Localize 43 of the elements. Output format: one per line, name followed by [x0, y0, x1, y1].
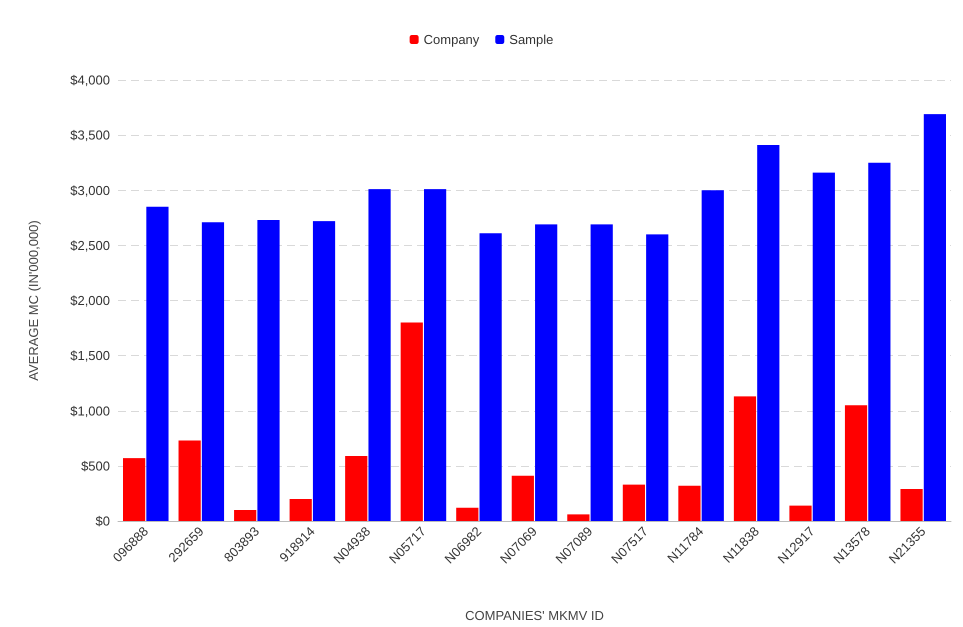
bar: [590, 224, 613, 521]
bar: [812, 172, 835, 521]
bar: [622, 484, 646, 521]
bar: [400, 322, 423, 521]
bar: [702, 190, 724, 521]
y-tick-label: $3,500: [70, 128, 110, 143]
y-axis-title: AVERAGE MC (IN'000,000): [26, 220, 41, 381]
y-tick-label: $2,000: [70, 293, 110, 308]
bar: [456, 508, 478, 521]
y-tick-label: $1,500: [70, 348, 110, 364]
y-tick-label: $500: [81, 458, 110, 474]
bar: [257, 220, 280, 521]
bar: [424, 189, 446, 521]
bar: [512, 476, 534, 521]
bar: [345, 456, 368, 521]
y-tick-label: $4,000: [70, 72, 110, 88]
y-tick-label: $2,500: [70, 238, 110, 253]
bar: [646, 234, 668, 521]
bar: [202, 222, 224, 521]
bar: [123, 458, 146, 521]
bar: [567, 514, 590, 521]
bar: [178, 440, 201, 521]
bar: [789, 506, 812, 521]
x-axis-title: COMPANIES' MKMV ID: [465, 608, 604, 623]
bar: [234, 510, 256, 521]
bar: [146, 206, 169, 521]
legend-label: Sample: [509, 32, 554, 47]
bar: [535, 224, 558, 521]
bar: [678, 486, 701, 521]
bar: [757, 145, 780, 521]
y-tick-label: $1,000: [70, 403, 110, 418]
bar: [480, 233, 502, 521]
bar: [868, 162, 890, 521]
legend-label: Company: [424, 32, 480, 47]
y-tick-label: $3,000: [70, 182, 110, 198]
bar: [924, 114, 946, 521]
y-tick-label: $0: [96, 514, 110, 528]
bar: [312, 221, 336, 521]
bar: [844, 405, 868, 521]
bar: [900, 489, 923, 521]
bar: [368, 189, 391, 521]
bar: [290, 498, 312, 521]
bar: [734, 396, 756, 521]
